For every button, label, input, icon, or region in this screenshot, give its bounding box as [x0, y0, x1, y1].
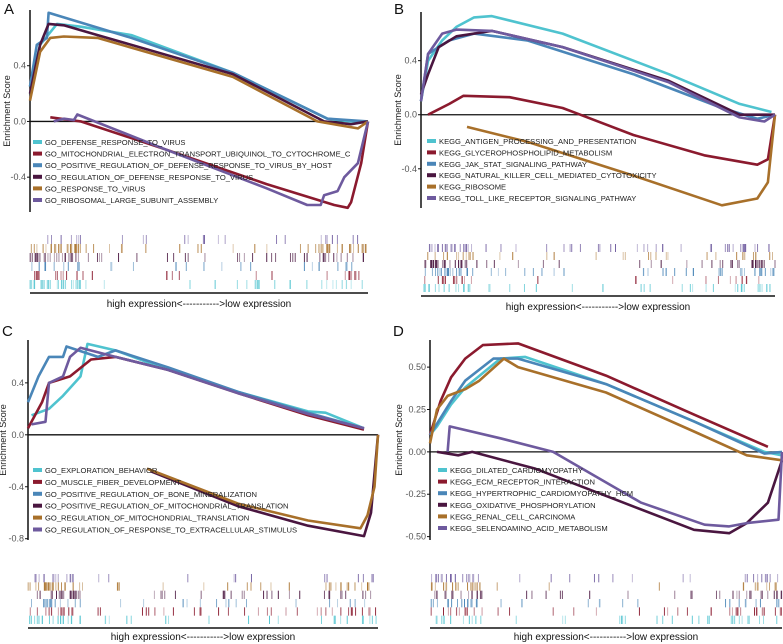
legend-entry: GO_REGULATION_OF_RESPONSE_TO_EXTRACELLUL… [45, 526, 297, 535]
legend-swatch [427, 161, 436, 166]
legend-entry: GO_EXPLORATION_BEHAVIOR [45, 466, 158, 475]
legend-entry: GO_REGULATION_OF_MITOCHONDRIAL_TRANSLATI… [45, 514, 249, 523]
legend-entry: KEGG_NATURAL_KILLER_CELL_MEDIATED_CYTOTO… [439, 171, 657, 180]
legend-entry: GO_POSITIVE_REGULATION_OF_BONE_MINERALIZ… [45, 490, 257, 499]
legend-swatch [438, 502, 447, 507]
series-line-go-regulation-of-defense-response-to-virus [28, 22, 369, 126]
legend-entry: KEGG_JAK_STAT_SIGNALING_PATHWAY [439, 160, 587, 169]
series-line-go-regulation-of-mitochondrial-translation [146, 434, 380, 530]
series-line-go-muscle-fiber-development [26, 355, 365, 431]
legend-swatch [33, 186, 42, 191]
series-line-kegg-dilated-cardiomyopathy [428, 355, 783, 457]
panel-label: C [2, 323, 13, 340]
series-line-go-defense-response-to-virus [28, 22, 368, 123]
legend-swatch [438, 468, 447, 472]
series-line-go-ribosomal-large-subunit-assembly [53, 113, 370, 207]
y-tick-label: 0.00 [408, 447, 426, 457]
series-line-kegg-toll-like-receptor-signaling-pathway [419, 28, 776, 123]
legend-swatch [33, 527, 42, 532]
series-line-go-regulation-of-response-to-extracellular-stimulus [31, 346, 365, 430]
legend-swatch [33, 174, 42, 179]
y-tick-label: 0.4 [404, 56, 417, 66]
legend-entry: KEGG_GLYCEROPHOSPHOLIPID_METABOLISM [439, 148, 612, 157]
x-axis-label: high expression<----------->low expressi… [111, 632, 296, 643]
legend-entry: GO_DEFENSE_RESPONSE_TO_VIRUS [45, 138, 185, 147]
y-axis-label: Enrichment Score [393, 74, 403, 146]
series-line-go-response-to-virus [28, 35, 369, 130]
legend-swatch [33, 468, 42, 472]
x-axis-label: high expression<----------->low expressi… [514, 632, 699, 643]
legend-entry: KEGG_OXIDATIVE_PHOSPHORYLATION [450, 501, 596, 510]
legend-swatch [33, 491, 42, 496]
y-axis-label: Enrichment Score [2, 75, 12, 147]
series-line-go-mitochondrial-electron-transport-ubiquinol-to-cytochrome-c [50, 116, 370, 210]
legend-entry: GO_RESPONSE_TO_VIRUS [45, 184, 145, 193]
y-tick-label: -0.4 [401, 164, 417, 174]
y-tick-label: 0.4 [13, 61, 26, 71]
y-axis-label: Enrichment Score [0, 404, 8, 476]
legend-swatch [33, 503, 42, 508]
y-tick-label: 0.0 [11, 430, 24, 440]
panel-label: A [4, 1, 14, 18]
panel-a: A 0.4 0.0 -0.4 Enrichment Score GO_DEFENSE_RE… [2, 1, 370, 310]
legend-swatch [427, 196, 436, 200]
panel-label: D [393, 323, 404, 340]
legend-swatch [33, 198, 42, 202]
y-tick-label: 0.4 [11, 378, 24, 388]
legend-swatch [438, 491, 447, 496]
legend-entry: KEGG_RENAL_CELL_CARCINOMA [450, 512, 576, 521]
series-line-kegg-renal-cell-carcinoma [428, 357, 783, 462]
legend-swatch [33, 163, 42, 168]
panel-d: D 0.50 0.25 0.00 -0.25 -0.50 Enrichment Score K… [393, 323, 783, 643]
legend-swatch [438, 479, 447, 484]
y-axis-label: Enrichment Score [394, 404, 404, 476]
legend-entry: GO_MITOCHONDRIAL_ELECTRON_TRANSPORT_UBIQ… [45, 150, 351, 159]
legend-entry: KEGG_ECM_RECEPTOR_INTERACTION [450, 478, 595, 487]
y-tick-label: 0.25 [408, 404, 426, 414]
series-line-kegg-ecm-receptor-interaction [428, 342, 769, 448]
x-axis-label: high expression<----------->low expressi… [107, 299, 292, 310]
y-tick-label: 0.0 [13, 116, 26, 126]
legend-swatch [33, 515, 42, 520]
y-tick-label: 0.50 [408, 362, 426, 372]
series-line-kegg-selenoamino-acid-metabolism [446, 425, 783, 528]
legend-entry: KEGG_SELENOAMINO_ACID_METABOLISM [450, 524, 608, 533]
legend-entry: GO_MUSCLE_FIBER_DEVELOPMENT [45, 478, 181, 487]
y-tick-label: -0.25 [405, 489, 426, 499]
panel-b: B 0.4 0.0 -0.4 Enrichment Score KEGG_ANTIGEN_… [393, 1, 777, 313]
legend-entry: GO_POSITIVE_REGULATION_OF_DEFENSE_RESPON… [45, 161, 332, 170]
panel-c: C 0.4 0.0 -0.4 -0.8 Enrichment Score GO_EXPLOR… [0, 323, 380, 643]
series-line-kegg-natural-killer-cell-mediated-cytotoxicity [419, 29, 775, 116]
y-tick-label: -0.4 [8, 482, 24, 492]
legend-entry: GO_REGULATION_OF_DEFENSE_RESPONSE_TO_VIR… [45, 173, 253, 182]
legend-entry: GO_POSITIVE_REGULATION_OF_MITOCHONDRIAL_… [45, 502, 288, 511]
legend-entry: GO_RIBOSOMAL_LARGE_SUBUNIT_ASSEMBLY [45, 196, 218, 205]
legend-swatch [33, 479, 42, 484]
y-tick-label: -0.4 [10, 172, 26, 182]
legend-entry: KEGG_ANTIGEN_PROCESSING_AND_PRESENTATION [439, 137, 636, 146]
series-line-go-positive-regulation-of-defense-response-to-virus-by-host [28, 11, 369, 123]
legend-entry: KEGG_TOLL_LIKE_RECEPTOR_SIGNALING_PATHWA… [439, 194, 636, 203]
legend-swatch [427, 139, 436, 143]
legend-swatch [438, 526, 447, 530]
series-line-kegg-glycerophospholipid-metabolism [427, 94, 777, 166]
panel-label: B [394, 1, 404, 18]
legend-entry: KEGG_HYPERTROPHIC_CARDIOMYOPATHY_HCM [450, 489, 633, 498]
legend-swatch [427, 173, 436, 178]
y-tick-label: -0.8 [8, 534, 24, 544]
legend-entry: KEGG_RIBOSOME [439, 183, 506, 192]
y-tick-label: -0.50 [405, 532, 426, 542]
legend-swatch [438, 514, 447, 519]
legend-swatch [427, 184, 436, 189]
legend-swatch [33, 151, 42, 156]
x-axis-label: high expression<----------->low expressi… [506, 302, 691, 313]
y-tick-label: 0.0 [404, 110, 417, 120]
series-line-kegg-ribosome [466, 114, 777, 207]
legend-entry: KEGG_DILATED_CARDIOMYOPATHY [450, 466, 583, 475]
series-line-kegg-oxidative-phosphorylation [436, 450, 783, 535]
legend-swatch [33, 140, 42, 144]
legend-swatch [427, 150, 436, 155]
